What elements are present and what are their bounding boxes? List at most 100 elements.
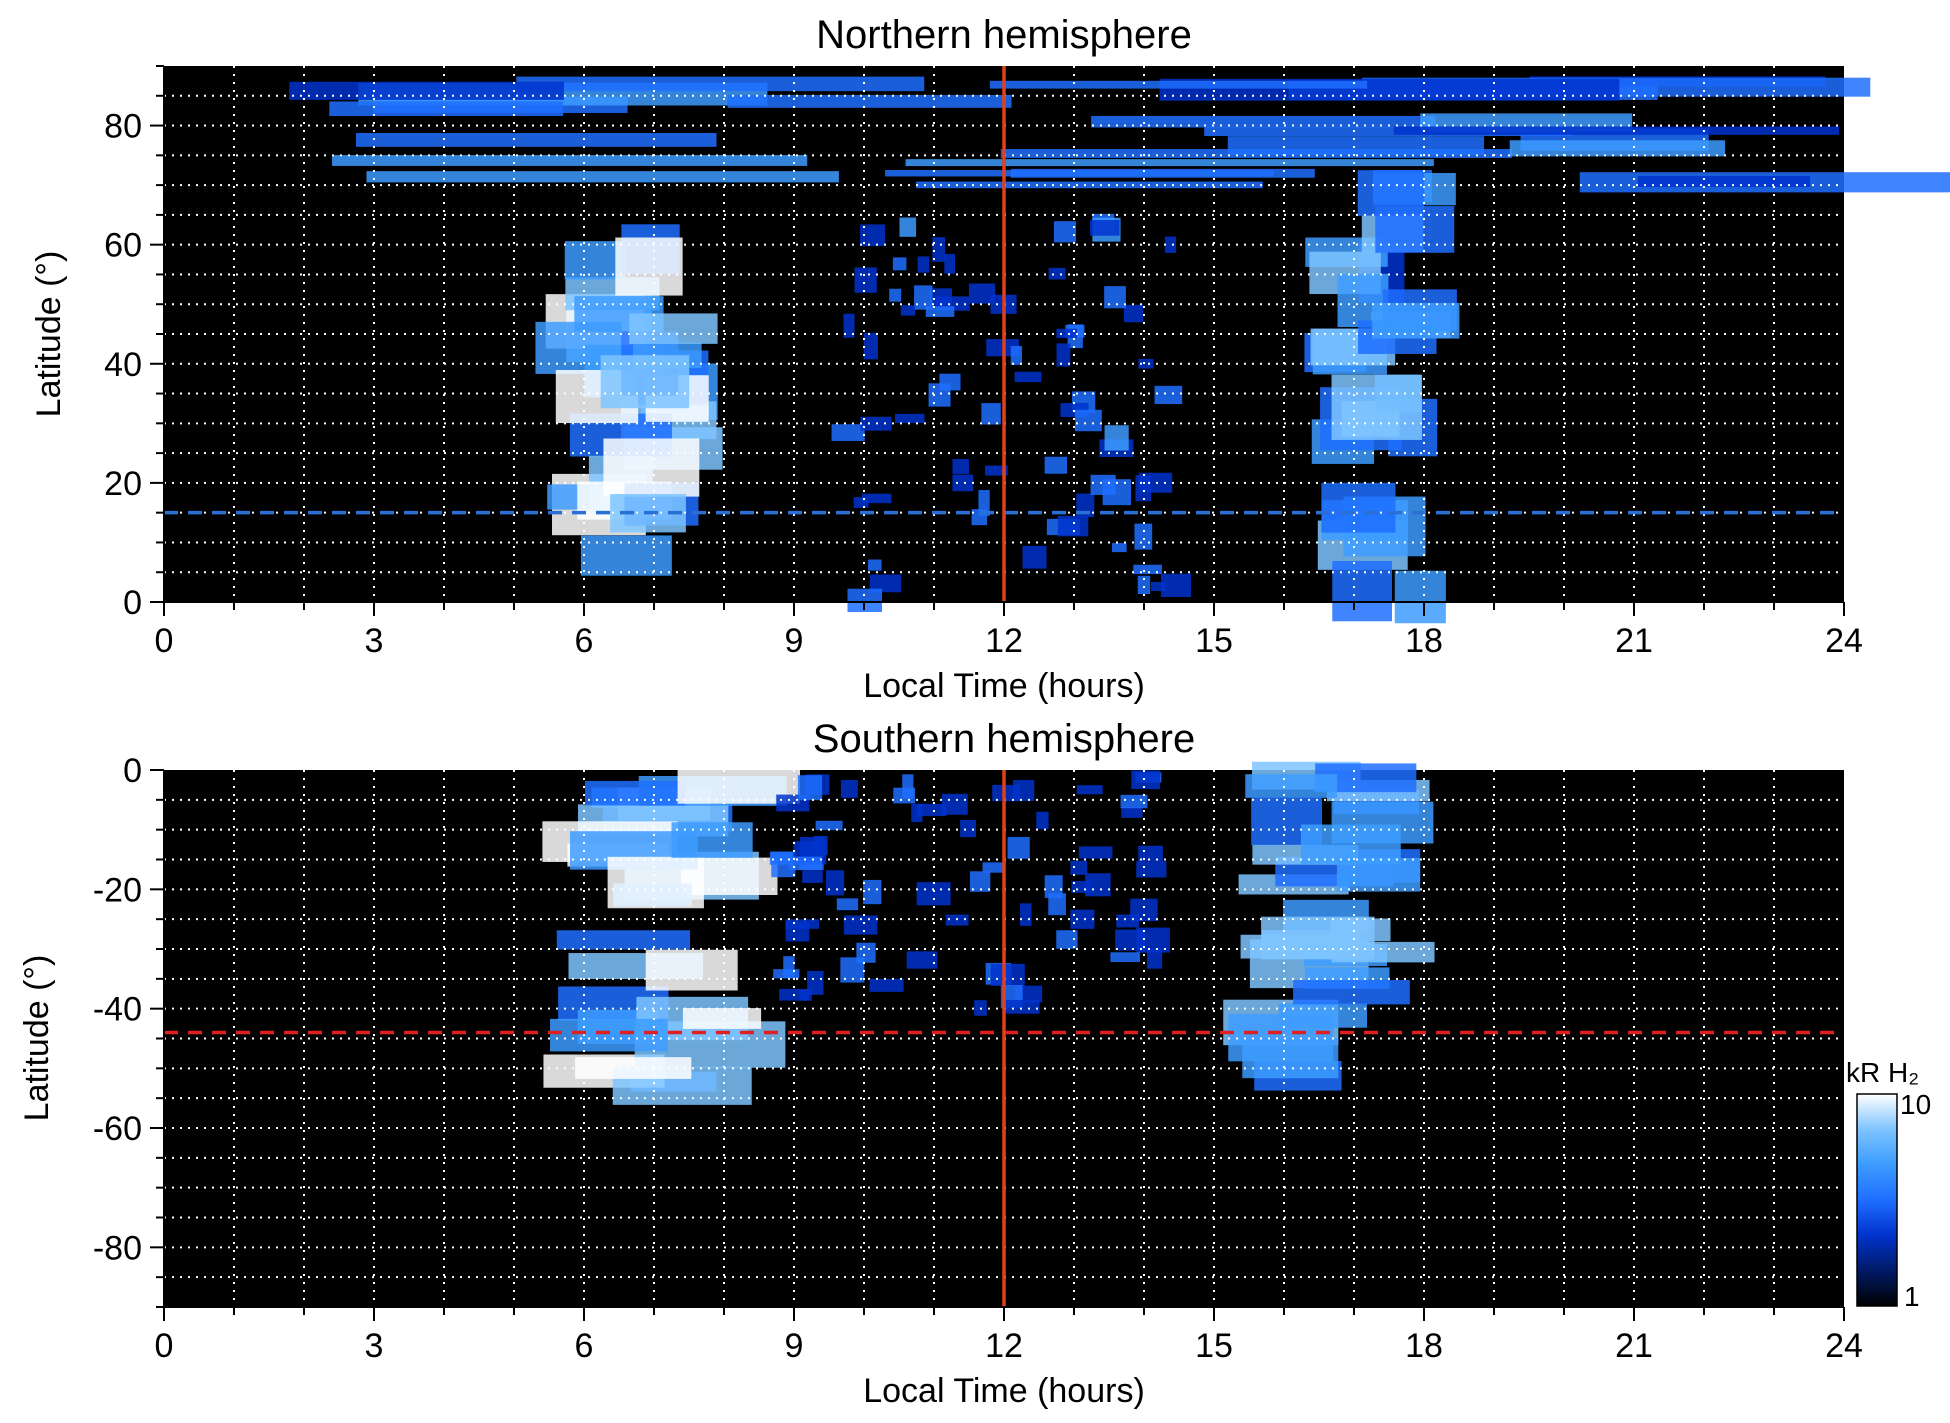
emission-cell (895, 413, 925, 424)
emission-cell (862, 493, 892, 504)
emission-cell (869, 978, 904, 992)
emission-cell (1133, 564, 1162, 575)
southern-reference-lines (164, 770, 1844, 1307)
y-tick-label: 80 (104, 108, 142, 146)
emission-cell (1014, 371, 1042, 383)
emission-cell (289, 81, 564, 100)
emission-cell (1121, 806, 1143, 818)
emission-cell (516, 76, 925, 92)
emission-cell (783, 956, 795, 979)
emission-cell (1164, 236, 1177, 253)
emission-cell (615, 237, 683, 296)
emission-cell (892, 257, 907, 271)
emission-cell (1637, 175, 1811, 187)
emission-cell (982, 862, 1005, 873)
emission-cell (585, 780, 686, 806)
emission-cell (968, 283, 996, 304)
emission-cell (863, 332, 878, 360)
emission-cell (916, 803, 947, 817)
emission-cell (575, 1057, 692, 1079)
emission-cell (836, 898, 859, 911)
emission-cell (797, 775, 823, 801)
x-tick-label: 21 (1615, 622, 1653, 660)
y-tick-label: 60 (104, 227, 142, 265)
x-tick-label: 3 (365, 622, 384, 660)
emission-cell (1057, 515, 1089, 537)
northern-reference-lines (164, 66, 1844, 602)
x-tick-label: 12 (985, 622, 1023, 660)
x-tick-label: 9 (785, 1327, 804, 1365)
emission-cell (815, 820, 843, 831)
emission-cell (1053, 221, 1077, 243)
emission-cell (645, 949, 738, 991)
emission-cell (332, 155, 808, 166)
x-tick-label: 15 (1195, 1327, 1233, 1365)
southern-emission-dawn (542, 755, 801, 1105)
emission-cell (1135, 475, 1152, 502)
emission-cell (916, 181, 1263, 189)
colorbar-gradient (1856, 1093, 1898, 1307)
y-tick-label: -40 (93, 991, 142, 1029)
emission-cell (952, 474, 974, 492)
y-tick-label: 40 (104, 346, 142, 384)
emission-cell (556, 930, 691, 950)
emission-cell (1104, 425, 1129, 451)
emission-cell (905, 159, 1434, 167)
emission-cell (769, 851, 793, 865)
emission-cell (860, 416, 892, 431)
emission-cell (1130, 898, 1158, 922)
emission-cell (843, 313, 855, 338)
emission-cell (960, 819, 976, 838)
emission-cell (1138, 845, 1163, 862)
emission-cell (1136, 861, 1167, 878)
northern-emission-dawn (535, 224, 723, 576)
emission-cell (1044, 456, 1068, 474)
y-tick-label: 0 (123, 584, 142, 622)
emission-cell (671, 822, 753, 858)
emission-cell (1089, 220, 1120, 236)
emission-cell (1332, 560, 1393, 622)
emission-cell (1036, 811, 1049, 830)
emission-cell (952, 459, 969, 474)
northern-panel: Northern hemisphere 0 3 6 9 12 15 18 21 24 0 20 40 6… (30, 13, 1950, 705)
emission-cell (1123, 304, 1144, 323)
emission-cell (911, 803, 923, 823)
emission-cell (916, 882, 951, 906)
emission-cell (978, 490, 990, 517)
emission-cell (925, 306, 955, 317)
emission-cell (1085, 873, 1111, 897)
emission-cell (1110, 952, 1141, 962)
northern-x-axis-label: Local Time (hours) (863, 667, 1145, 705)
emission-cell (1245, 774, 1338, 798)
emission-cell (985, 465, 1008, 476)
x-tick-label: 6 (575, 622, 594, 660)
emission-cell (1115, 929, 1146, 951)
emission-cell (1000, 149, 1512, 158)
emission-cell (1357, 170, 1425, 216)
emission-cell (885, 170, 1274, 177)
emission-cell (1134, 523, 1153, 550)
emission-cell (902, 774, 914, 799)
x-tick-label: 24 (1825, 1327, 1863, 1365)
emission-cell (917, 256, 930, 273)
emission-cell (859, 224, 886, 247)
southern-emission-dusk (1223, 761, 1435, 1091)
northern-axes: 0 3 6 9 12 15 18 21 24 0 20 40 60 80 (104, 65, 1863, 660)
emission-cell (1044, 875, 1063, 898)
emission-cell (1372, 302, 1460, 339)
emission-cell (1048, 893, 1066, 916)
emission-cell (1070, 909, 1095, 929)
x-tick-label: 12 (985, 1327, 1023, 1365)
southern-emission-layer (542, 755, 1435, 1105)
emission-cell (1321, 482, 1396, 533)
colorbar-max-label: 10 (1900, 1089, 1931, 1120)
y-tick-label: -80 (93, 1229, 142, 1267)
emission-cell (863, 879, 882, 905)
emission-cell (944, 253, 956, 274)
emission-cell (989, 80, 1368, 89)
emission-cell (1160, 573, 1191, 597)
emission-cell (1154, 385, 1183, 405)
emission-cell (1056, 930, 1078, 949)
emission-cell (900, 305, 916, 316)
emission-cell (629, 313, 718, 344)
